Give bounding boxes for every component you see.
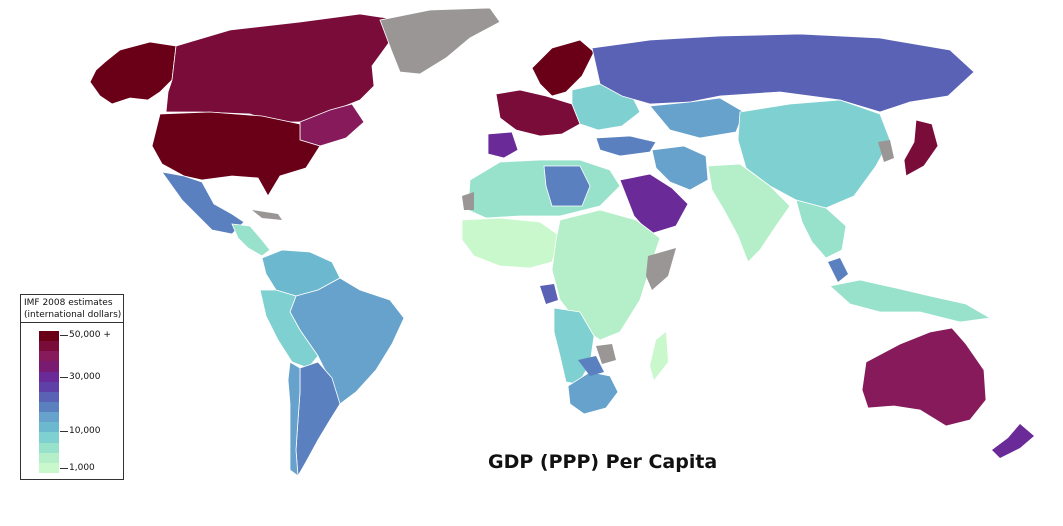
legend-swatch <box>39 381 59 392</box>
legend-swatch <box>39 462 59 473</box>
region-zimbabwe <box>596 344 616 364</box>
region-kazakhstan <box>649 97 745 139</box>
region-arabia <box>619 173 689 235</box>
legend-swatch <box>39 351 59 362</box>
legend-tick-50000 <box>60 335 68 336</box>
region-western-europe <box>495 89 581 137</box>
region-central-africa <box>551 209 661 341</box>
region-iberia <box>487 131 519 159</box>
region-gabon <box>540 284 558 304</box>
region-madagascar <box>650 332 668 380</box>
legend-swatch <box>39 361 59 372</box>
region-horn-of-africa <box>646 248 676 290</box>
region-cuba <box>252 210 282 220</box>
map-title: GDP (PPP) Per Capita <box>488 451 718 473</box>
legend-swatch <box>39 432 59 443</box>
region-indonesia <box>829 279 992 323</box>
region-greenland <box>379 7 501 75</box>
region-botswana <box>578 356 604 376</box>
legend-swatch <box>39 452 59 463</box>
legend-heading-line1: IMF 2008 estimates <box>24 298 113 308</box>
legend-swatch <box>39 401 59 413</box>
region-chile <box>287 361 301 477</box>
legend-label-1000: 1,000 <box>69 463 95 473</box>
legend-swatch <box>39 391 59 402</box>
legend-swatch <box>39 331 59 342</box>
legend-swatch <box>39 371 59 382</box>
region-turkey <box>595 135 657 157</box>
region-scandinavia <box>531 39 595 97</box>
region-malaysia <box>828 258 848 282</box>
legend-heading-line2: (international dollars) <box>24 310 122 320</box>
legend-label-10000: 10,000 <box>69 426 101 436</box>
legend-swatch <box>39 341 59 352</box>
region-mexico <box>161 171 245 235</box>
legend-tick-10000 <box>60 431 68 432</box>
region-west-africa <box>461 217 561 269</box>
region-peru-bolivia <box>259 289 319 369</box>
region-korea <box>878 140 894 162</box>
region-southeast-asia <box>795 199 847 259</box>
legend-swatch <box>39 442 59 453</box>
legend-tick-1000 <box>60 468 68 469</box>
legend-heading: IMF 2008 estimates (international dollar… <box>24 297 121 321</box>
map-legend: IMF 2008 estimates (international dollar… <box>20 294 124 480</box>
region-japan <box>903 119 939 177</box>
legend-color-ramp <box>39 331 59 473</box>
legend-swatch <box>39 422 59 433</box>
region-new-zealand <box>992 424 1034 458</box>
region-western-sahara <box>462 192 474 210</box>
region-alaska <box>89 41 177 105</box>
region-russia <box>591 33 975 113</box>
region-india <box>707 163 791 263</box>
region-canada <box>165 13 401 123</box>
region-australia <box>861 327 987 427</box>
legend-label-50000: 50,000 + <box>69 330 111 340</box>
region-libya <box>543 165 591 207</box>
region-central-america <box>231 223 271 257</box>
legend-swatch <box>39 412 59 423</box>
legend-divider <box>21 322 123 323</box>
region-usa <box>151 111 321 197</box>
legend-tick-30000 <box>60 377 68 378</box>
legend-label-30000: 30,000 <box>69 372 101 382</box>
region-iran-iraq <box>651 145 709 191</box>
